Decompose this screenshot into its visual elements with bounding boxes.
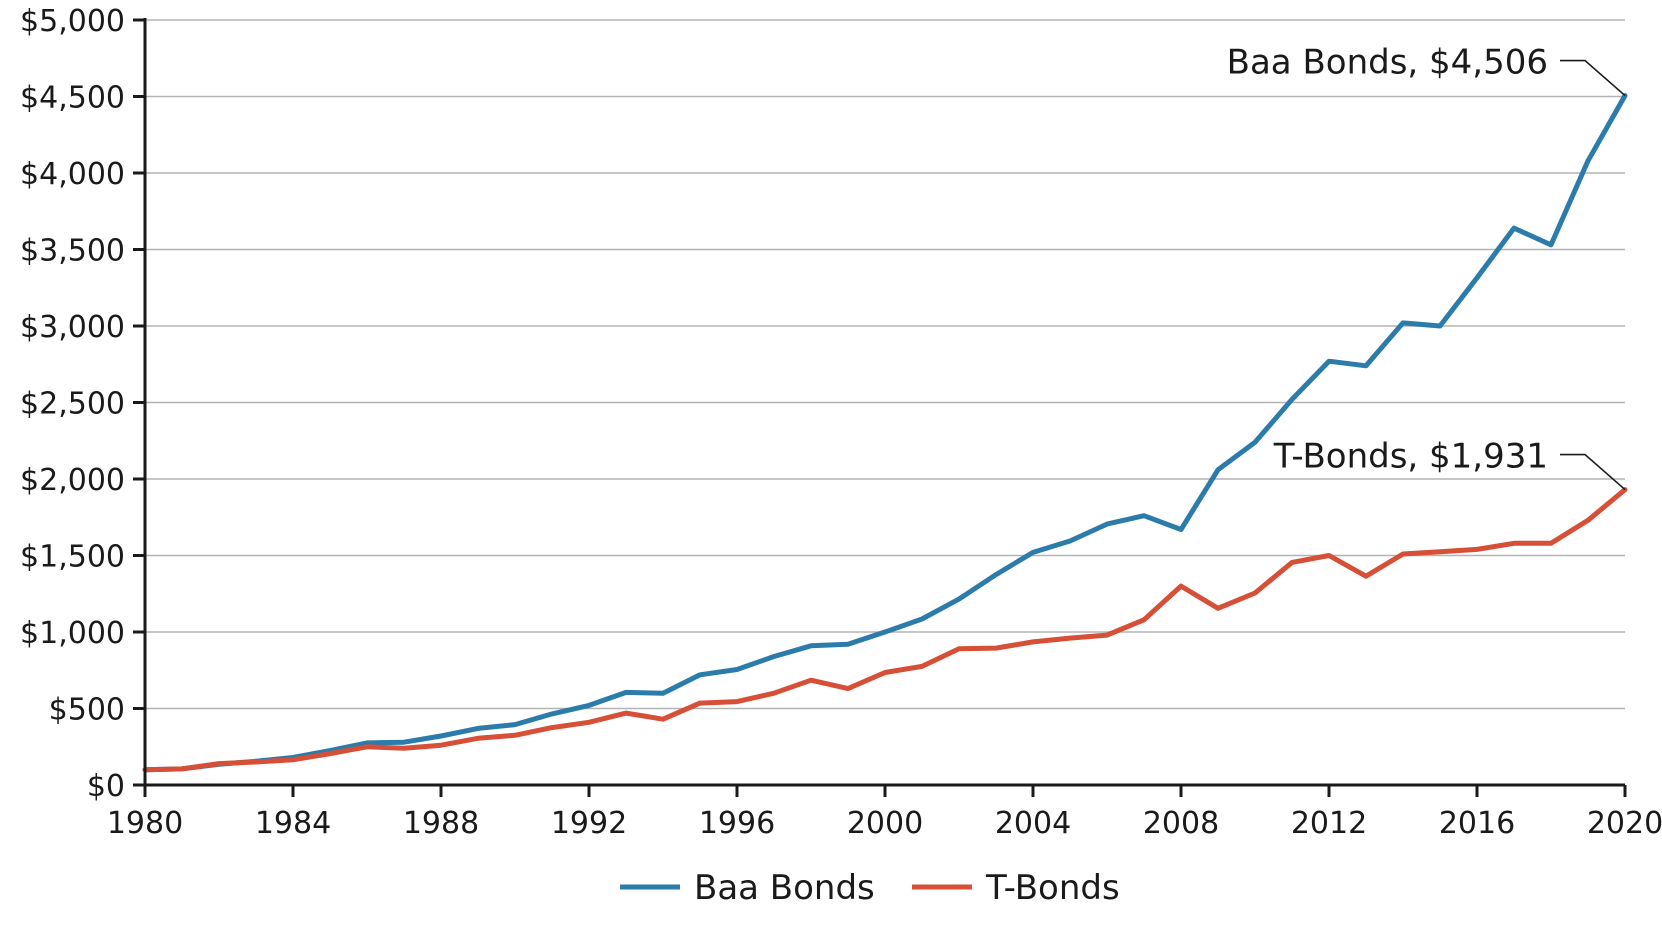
x-tick-label: 2016 <box>1439 806 1515 841</box>
x-tick-label: 1992 <box>551 806 627 841</box>
annotation-label-baa-bonds: Baa Bonds, $4,506 <box>1227 43 1548 83</box>
y-tick-label: $2,500 <box>20 387 125 422</box>
series-lines <box>142 93 1628 773</box>
x-tick-label: 2020 <box>1587 806 1662 841</box>
legend-label-t-bonds: T-Bonds <box>985 868 1120 908</box>
y-tick-label: $4,500 <box>20 81 125 116</box>
x-tick-label: 1996 <box>699 806 775 841</box>
x-tick-label: 2008 <box>1143 806 1219 841</box>
y-tick-label: $4,000 <box>20 157 125 192</box>
x-tick-label: 2004 <box>995 806 1071 841</box>
x-tick-label: 1980 <box>107 806 183 841</box>
annotation-leader-baa-bonds <box>1560 59 1626 97</box>
x-tick-label: 2000 <box>847 806 923 841</box>
annotation-leader-t-bonds <box>1560 453 1626 491</box>
gridlines <box>145 19 1625 710</box>
series-line-baa-bonds <box>142 93 1628 773</box>
annotations: Baa Bonds, $4,506 T-Bonds, $1,931 <box>1227 43 1626 491</box>
y-tick-label: $1,000 <box>20 616 125 651</box>
x-tick-label: 1984 <box>255 806 331 841</box>
y-tick-label: $3,500 <box>20 234 125 269</box>
axes: $0 $500 $1,000 $1,500 $2,000 $2,500 $3,000 $3,5… <box>20 4 1662 841</box>
y-tick-label: $3,000 <box>20 310 125 345</box>
y-tick-label: $1,500 <box>20 540 125 575</box>
y-tick-label: $0 <box>87 769 125 804</box>
legend: Baa Bonds T-Bonds <box>620 868 1120 908</box>
x-tick-label: 1988 <box>403 806 479 841</box>
y-tick-label: $5,000 <box>20 4 125 39</box>
y-tick-label: $500 <box>49 693 125 728</box>
x-tick-label: 2012 <box>1291 806 1367 841</box>
y-tick-label: $2,000 <box>20 463 125 498</box>
series-line-t-bonds <box>142 487 1628 773</box>
annotation-label-t-bonds: T-Bonds, $1,931 <box>1273 437 1548 477</box>
legend-label-baa-bonds: Baa Bonds <box>694 868 875 908</box>
